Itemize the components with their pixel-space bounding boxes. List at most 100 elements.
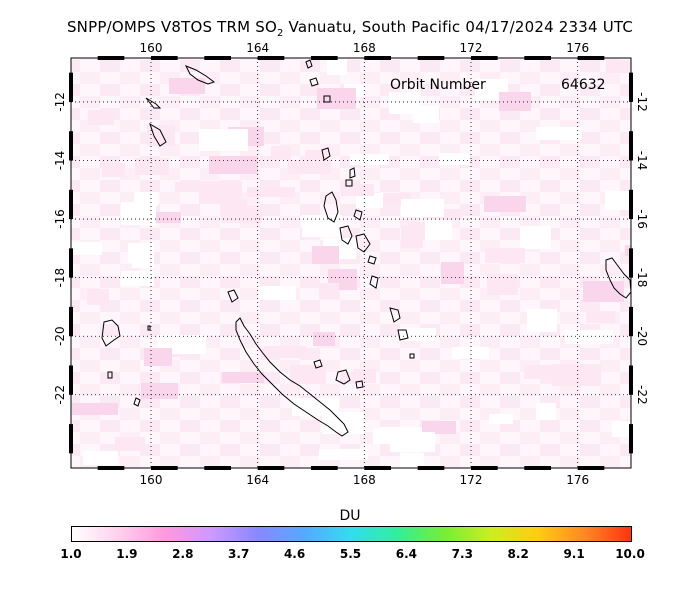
so2-cell <box>536 127 582 140</box>
so2-cell <box>353 369 376 383</box>
so2-cell <box>292 398 339 416</box>
so2-cell <box>199 181 242 204</box>
vanuatu-malekula <box>339 225 353 245</box>
so2-cell <box>341 184 374 196</box>
so2-cell <box>552 364 601 386</box>
so2-cell <box>271 146 291 160</box>
so2-cell <box>247 187 295 197</box>
so2-cell <box>565 330 613 344</box>
so2-cell <box>520 226 551 249</box>
so2-cell <box>88 110 114 125</box>
longitude-labels-top: 160 164 168 172 176 <box>140 41 590 55</box>
so2-cell <box>441 262 464 284</box>
so2-cell <box>487 274 518 295</box>
so2-cell <box>327 59 347 75</box>
so2-cell <box>141 383 178 399</box>
latitude-labels-left: -12 -14 -16 -18 -20 -22 <box>53 92 67 404</box>
so2-cell <box>605 191 631 210</box>
lat-tick-label-left: -20 <box>53 326 67 346</box>
so2-cell <box>536 403 556 420</box>
so2-cell <box>312 246 339 264</box>
lat-tick-label-right: -22 <box>635 385 649 405</box>
new-caledonia-coast <box>235 317 349 437</box>
so2-cell <box>390 432 435 452</box>
so2-cell <box>350 154 389 165</box>
so2-cell <box>484 196 526 212</box>
lat-tick-label-right: -14 <box>635 151 649 171</box>
so2-cell <box>87 289 109 305</box>
latitude-labels-right: -12 -14 -16 -18 -20 -22 <box>635 92 649 404</box>
so2-cell <box>258 286 296 300</box>
orbit-number-value: 64632 <box>561 77 606 93</box>
lon-tick-label-top: 176 <box>566 41 589 55</box>
so2-cell <box>290 365 326 384</box>
so2-cell <box>422 421 456 434</box>
so2-cell <box>452 347 489 359</box>
so2-cell <box>288 160 331 174</box>
so2-pixel-layer <box>71 59 631 468</box>
lon-tick-label-bottom: 164 <box>246 473 269 487</box>
chesterfield-islands <box>227 289 239 303</box>
so2-cell <box>83 451 118 465</box>
vanuatu-efate <box>355 233 371 253</box>
so2-cell <box>400 453 424 468</box>
so2-cell <box>527 309 557 332</box>
so2-cell <box>135 158 169 175</box>
so2-cell <box>401 199 444 217</box>
title-suffix: Vanuatu, South Pacific 04/17/2024 2334 U… <box>283 18 634 36</box>
lat-tick-label-right: -20 <box>635 326 649 346</box>
solomon-islands <box>145 59 331 147</box>
so2-cell <box>169 78 205 94</box>
so2-cell <box>115 437 145 451</box>
so2-cell <box>264 346 306 358</box>
lon-tick-label-top: 164 <box>246 41 269 55</box>
lon-tick-label-bottom: 176 <box>566 473 589 487</box>
so2-cell <box>319 449 368 460</box>
title-prefix: SNPP/OMPS V8TOS TRM SO <box>66 18 277 36</box>
lat-tick-label-left: -14 <box>53 151 67 171</box>
fiji-coast <box>605 257 631 299</box>
so2-cell <box>72 403 118 415</box>
australia-coral-reefs <box>101 319 151 407</box>
so2-cell <box>147 125 175 146</box>
so2-cell <box>612 421 631 437</box>
so2-cell <box>199 129 248 151</box>
so2-cell <box>209 156 258 174</box>
so2-cell <box>606 60 631 73</box>
so2-cell <box>134 192 158 206</box>
so2-cell <box>128 243 154 263</box>
lat-tick-label-right: -16 <box>635 209 649 229</box>
map-panel: 160 164 168 172 176 160 164 168 172 176 -12-14-1… <box>53 41 649 487</box>
longitude-labels-bottom: 160 164 168 172 176 <box>140 473 590 487</box>
santa-cruz-islands <box>321 147 331 161</box>
loyalty-islands <box>313 359 364 389</box>
so2-cell <box>319 283 339 299</box>
lon-tick-label-top: 168 <box>353 41 376 55</box>
so2-cell <box>439 153 470 165</box>
vanuatu-espiritu-santo <box>323 191 339 223</box>
so2-cell <box>71 242 102 255</box>
lon-tick-label-bottom: 160 <box>140 473 163 487</box>
frame-tick-marks <box>69 56 633 470</box>
vanuatu-small-islands <box>345 167 379 289</box>
lat-tick-label-left: -22 <box>53 385 67 405</box>
so2-cell <box>489 414 513 424</box>
so2-cell <box>222 372 264 383</box>
lon-tick-label-top: 172 <box>460 41 483 55</box>
so2-cell <box>413 106 439 123</box>
lat-tick-label-right: -12 <box>635 92 649 112</box>
map-title: SNPP/OMPS V8TOS TRM SO2 Vanuatu, South P… <box>0 18 700 39</box>
lat-tick-label-left: -16 <box>53 209 67 229</box>
so2-cell <box>485 248 525 263</box>
so2-cell <box>499 92 531 111</box>
so2-cell <box>583 281 624 302</box>
lon-tick-label-bottom: 168 <box>353 473 376 487</box>
so2-cell <box>175 182 197 192</box>
so2-cell <box>425 220 452 240</box>
lat-tick-label-right: -18 <box>635 268 649 288</box>
lat-tick-label-left: -18 <box>53 268 67 288</box>
lon-tick-label-top: 160 <box>140 41 163 55</box>
so2-cell <box>144 348 172 366</box>
so2-cell <box>625 245 631 256</box>
